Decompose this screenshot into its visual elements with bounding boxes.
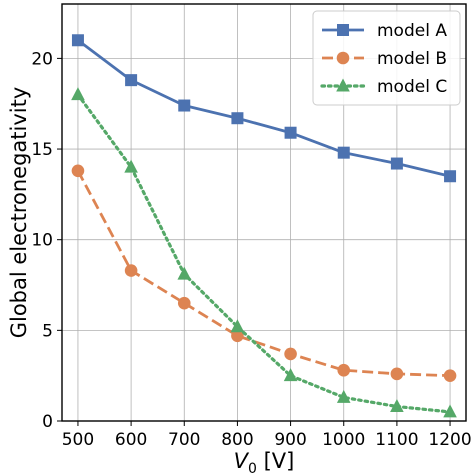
- data-point: [124, 159, 138, 173]
- data-point: [124, 264, 138, 277]
- legend-item: model B: [322, 49, 447, 69]
- data-point: [390, 367, 404, 381]
- series-line: [76, 93, 452, 414]
- legend-marker: [336, 51, 350, 65]
- data-point: [71, 34, 84, 47]
- legend-item: model C: [320, 77, 447, 97]
- data-point: [390, 398, 404, 412]
- series-model-a: [71, 34, 457, 183]
- data-point: [284, 126, 297, 139]
- x-axis-label-var: V: [234, 449, 250, 473]
- legend-label: model A: [377, 21, 447, 41]
- x-tick-label: 500: [62, 430, 94, 450]
- axis-ticks: 500 600 700 800 900 1000 1100 1200 0 5 10 15 20: [31, 49, 471, 450]
- data-point: [71, 164, 85, 178]
- data-point: [337, 363, 351, 377]
- x-axis-label: V0 [V]: [234, 449, 295, 474]
- data-point: [444, 170, 457, 183]
- data-point: [231, 112, 244, 125]
- y-tick-label: 0: [42, 412, 53, 432]
- series-line: [76, 170, 451, 378]
- data-point: [443, 369, 457, 382]
- legend-item: model A: [322, 21, 447, 41]
- x-tick-label: 1200: [428, 430, 471, 450]
- legend-label: model B: [377, 49, 447, 69]
- data-point: [125, 74, 138, 87]
- data-point: [178, 99, 191, 112]
- legend-marker: [336, 78, 350, 92]
- y-tick-label: 15: [31, 140, 53, 160]
- y-tick-label: 10: [31, 231, 53, 251]
- y-axis-label: Global electronegativity: [7, 87, 31, 339]
- legend-box: [312, 10, 461, 106]
- y-tick-label: 5: [42, 321, 53, 341]
- x-axis-label-unit: [V]: [257, 449, 294, 473]
- data-point: [177, 296, 191, 310]
- legend-label: model C: [377, 77, 447, 97]
- x-tick-label: 600: [115, 430, 147, 450]
- data-point: [443, 404, 457, 418]
- series-line: [77, 39, 451, 178]
- x-tick-label: 700: [168, 430, 200, 450]
- data-point: [390, 157, 403, 170]
- x-tick-label: 1000: [322, 430, 365, 450]
- data-point: [177, 266, 192, 280]
- data-point: [230, 319, 245, 333]
- legend: model A model B model C: [312, 10, 461, 106]
- data-point: [337, 146, 350, 159]
- data-point: [336, 389, 351, 403]
- data-point: [71, 87, 85, 101]
- data-point: [284, 347, 297, 361]
- x-axis-label-sub: 0: [248, 461, 257, 474]
- x-tick-label: 1100: [375, 430, 418, 450]
- x-tick-label: 900: [274, 430, 306, 450]
- y-tick-label: 20: [31, 49, 53, 69]
- data-point: [231, 329, 244, 343]
- series-model-c: [71, 87, 457, 418]
- plot-frame: [61, 3, 467, 422]
- series-layer: [71, 34, 457, 418]
- legend-marker: [337, 24, 349, 36]
- x-tick-label: 800: [221, 430, 253, 450]
- series-model-b: [71, 164, 457, 382]
- data-point: [283, 368, 298, 382]
